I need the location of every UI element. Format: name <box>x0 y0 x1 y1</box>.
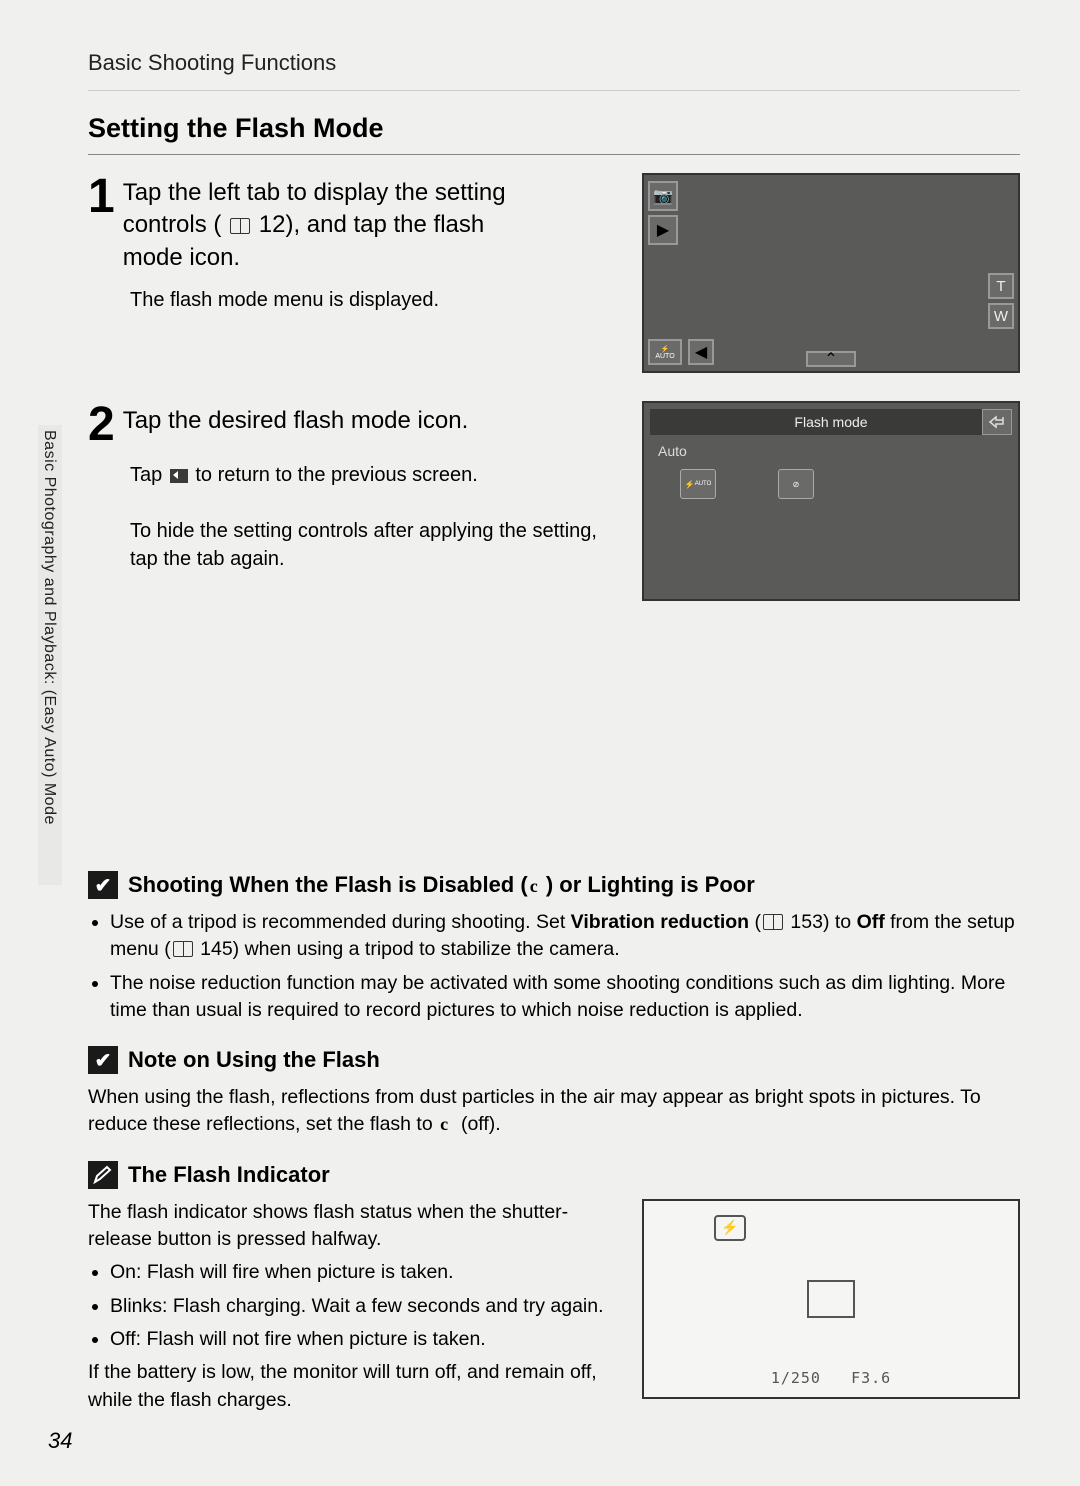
note-title-2: ✔ Note on Using the Flash <box>88 1046 1020 1074</box>
note-title-3: The Flash Indicator <box>88 1161 1020 1189</box>
note-body-1: Use of a tripod is recommended during sh… <box>88 909 1020 1024</box>
check-icon: ✔ <box>88 1046 118 1074</box>
flash-indicator-icon: ⚡ <box>714 1215 746 1241</box>
back-button-icon <box>982 409 1012 435</box>
flash-off-mode-icon: ⊘ <box>778 469 814 499</box>
step-number: 1 <box>88 173 115 221</box>
check-icon: ✔ <box>88 871 118 899</box>
page-number: 34 <box>48 1428 72 1454</box>
auto-label: Auto <box>658 443 687 459</box>
divider <box>88 154 1020 155</box>
up-arrow-icon: ⌃ <box>806 351 856 367</box>
step-head-line2a: controls ( <box>123 211 222 238</box>
playback-mode-icon: ▶ <box>648 215 678 245</box>
flash-auto-mode-icon: ⚡AUTO <box>680 469 716 499</box>
manual-ref-icon <box>763 914 783 930</box>
note-title-1: ✔ Shooting When the Flash is Disabled (c… <box>88 871 1020 899</box>
step-1: 1 Tap the left tab to display the settin… <box>88 173 1020 373</box>
pencil-icon <box>88 1161 118 1189</box>
flash-auto-icon: ⚡AUTO <box>648 339 682 365</box>
step-head-line1: Tap the left tab to display the setting <box>123 179 506 206</box>
camera-screen-2: Flash mode Auto ⚡AUTO ⊘ <box>642 401 1020 601</box>
section-title: Setting the Flash Mode <box>88 113 1020 144</box>
manual-ref-icon <box>173 941 193 957</box>
manual-ref-icon <box>230 218 250 234</box>
step-number: 2 <box>88 401 115 449</box>
camera-mode-icon: 📷 <box>648 181 678 211</box>
camera-screen-3: ⚡ 1/250 F3.6 <box>642 1199 1020 1399</box>
note-body-2: When using the flash, reflections from d… <box>88 1084 1020 1139</box>
step-sub-a: Tap <box>130 464 168 486</box>
camera-screen-1: 📷 ▶ T W ⚡AUTO ◀ ⌃ <box>642 173 1020 373</box>
focus-box <box>807 1280 855 1318</box>
exposure-status: 1/250 F3.6 <box>644 1369 1018 1387</box>
chapter-header: Basic Shooting Functions <box>88 50 1020 76</box>
step-sub-b: to return to the previous screen. <box>195 464 477 486</box>
step-head-line3: mode icon. <box>123 244 240 271</box>
divider <box>88 90 1020 91</box>
step-2: 2 Tap the desired flash mode icon. Tap t… <box>88 401 1020 601</box>
note-body-3: The flash indicator shows flash status w… <box>88 1199 618 1414</box>
step-head-line2b: 12), and tap the flash <box>259 211 485 238</box>
left-arrow-icon: ◀ <box>688 339 714 365</box>
flash-mode-title: Flash mode <box>650 409 1012 435</box>
step-subtext: The flash mode menu is displayed. <box>130 286 622 314</box>
back-icon <box>170 469 188 483</box>
zoom-tele-button: T <box>988 273 1014 299</box>
zoom-wide-button: W <box>988 303 1014 329</box>
step-sub-c: To hide the setting controls after apply… <box>130 520 597 570</box>
step-head: Tap the desired flash mode icon. <box>123 405 469 437</box>
sidebar-text: Basic Photography and Playback: (Easy Au… <box>40 430 58 825</box>
